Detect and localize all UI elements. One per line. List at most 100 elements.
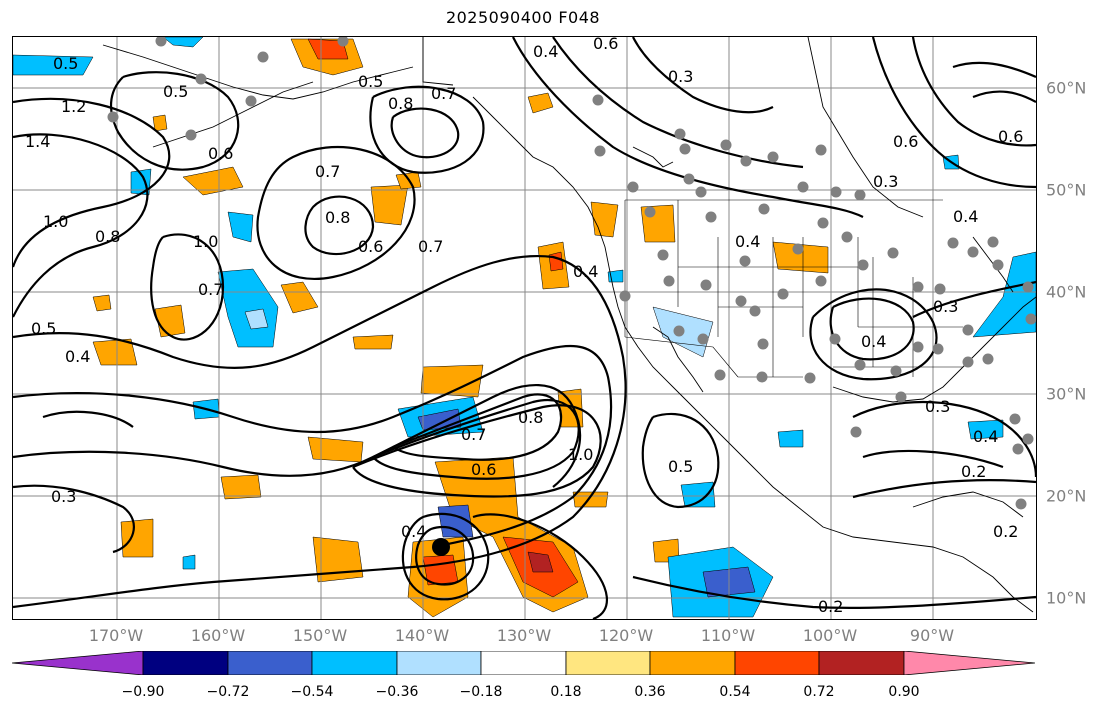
gray-station-dot-icon <box>700 279 712 291</box>
positive-anomaly-area <box>154 304 186 338</box>
contour-label: 0.4 <box>401 522 426 541</box>
lat-label: 10°N <box>1046 588 1087 608</box>
gray-station-dot-icon <box>830 186 842 198</box>
positive-anomaly-area <box>527 551 554 573</box>
gray-station-dot-icon <box>592 94 604 106</box>
contour-label: 0.2 <box>961 462 986 481</box>
gray-station-dot-icon <box>987 236 999 248</box>
gray-station-dot-icon <box>912 341 924 353</box>
gray-station-dot-icon <box>854 359 866 371</box>
contour-label: 0.5 <box>53 54 78 73</box>
contour-label: 0.2 <box>993 522 1018 541</box>
colorbar-tick: −0.18 <box>459 684 503 700</box>
contour-label: 0.4 <box>735 232 760 251</box>
colorbar-segment <box>565 651 651 675</box>
contour-label: 0.4 <box>573 262 598 281</box>
gray-station-dot-icon <box>720 139 732 151</box>
positive-anomaly-area <box>280 281 319 314</box>
colorbar-tick: −0.72 <box>206 684 250 700</box>
map-panel: 0.5 0.6 0.5 0.4 0.3 0.8 0.7 0.5 1.2 1.4 … <box>12 36 1037 620</box>
negative-anomaly-area <box>777 429 804 448</box>
gray-station-dot-icon <box>695 186 707 198</box>
map-canvas: 0.5 0.6 0.5 0.4 0.3 0.8 0.7 0.5 1.2 1.4 … <box>13 37 1036 619</box>
contour-label: 0.7 <box>461 425 486 444</box>
positive-anomaly-area <box>352 334 394 350</box>
colorbar-tick: −0.54 <box>290 684 334 700</box>
positive-anomaly-area <box>152 114 168 132</box>
gray-station-dot-icon <box>947 237 959 249</box>
gray-station-dot-icon <box>854 189 866 201</box>
colorbar-segment <box>12 651 144 675</box>
positive-anomaly-area <box>548 251 564 272</box>
lat-label: 60°N <box>1046 78 1087 98</box>
contour-label: 0.4 <box>953 207 978 226</box>
contour-label: 0.5 <box>668 457 693 476</box>
contour-label: 0.3 <box>51 487 76 506</box>
lon-label: 110°W <box>700 626 756 645</box>
gray-station-dot-icon <box>967 246 979 258</box>
lat-label: 20°N <box>1046 486 1087 506</box>
contour-lines <box>13 37 1036 619</box>
gray-station-dot-icon <box>185 129 197 141</box>
gray-station-dot-icon <box>934 283 946 295</box>
colorbar-tick: −0.36 <box>375 684 419 700</box>
gray-station-dot-icon <box>1012 443 1024 455</box>
gray-station-dot-icon <box>992 259 1004 271</box>
lon-label: 130°W <box>496 626 552 645</box>
gray-station-dot-icon <box>739 255 751 267</box>
lat-label: 30°N <box>1046 384 1087 404</box>
gray-station-dot-icon <box>890 365 902 377</box>
tropical-cyclone-marker-icon <box>432 538 450 556</box>
gray-station-dot-icon <box>1022 281 1034 293</box>
contour-label: 0.7 <box>315 162 340 181</box>
contour-label: 0.3 <box>873 172 898 191</box>
gray-station-dot-icon <box>841 231 853 243</box>
positive-anomaly-area <box>307 436 364 463</box>
colorbar-tick: 0.36 <box>634 684 666 700</box>
colorbar-segment <box>311 651 398 675</box>
contour-label: 1.0 <box>568 445 593 464</box>
gray-station-dot-icon <box>683 173 695 185</box>
colorbar-segment <box>227 651 313 675</box>
colorbar-segment <box>480 651 567 675</box>
positive-anomaly-area <box>772 241 829 274</box>
contour-label: 0.3 <box>933 297 958 316</box>
positive-anomaly-area <box>370 184 409 226</box>
colorbar-segment <box>396 651 482 675</box>
gray-station-dot-icon <box>804 372 816 384</box>
gray-station-dot-icon <box>657 249 669 261</box>
gray-station-dot-icon <box>245 95 257 107</box>
gray-station-dot-icon <box>1025 313 1036 325</box>
contour-label: 0.8 <box>518 408 543 427</box>
contour-label: 0.6 <box>471 460 496 479</box>
colorbar-tick: 0.90 <box>888 684 920 700</box>
colorbar-segment <box>142 651 229 675</box>
lon-label: 170°W <box>88 626 144 645</box>
gray-station-dot-icon <box>815 144 827 156</box>
positive-anomaly-area <box>307 38 349 60</box>
gray-station-dot-icon <box>850 426 862 438</box>
positive-anomaly-area <box>220 474 262 500</box>
gray-station-dot-icon <box>777 288 789 300</box>
contour-label: 1.2 <box>61 97 86 116</box>
gray-station-dot-icon <box>857 259 869 271</box>
contour-label: 1.0 <box>193 232 218 251</box>
gray-station-dot-icon <box>679 143 691 155</box>
lon-label: 120°W <box>598 626 654 645</box>
gray-station-dot-icon <box>792 243 804 255</box>
lon-label: 100°W <box>802 626 858 645</box>
positive-anomaly-area <box>420 364 484 398</box>
positive-anomaly-area <box>92 294 112 312</box>
contour-label: 0.6 <box>893 132 918 151</box>
contour-label: 0.7 <box>431 84 456 103</box>
contour-label: 0.8 <box>388 94 413 113</box>
contour-label: 0.6 <box>208 144 233 163</box>
contour-label: 0.7 <box>198 280 223 299</box>
contour-label: 0.5 <box>358 72 383 91</box>
contour-label: 1.0 <box>43 212 68 231</box>
gray-station-dot-icon <box>673 325 685 337</box>
negative-anomaly-area <box>162 37 204 48</box>
gray-station-dot-icon <box>195 73 207 85</box>
gray-station-dot-icon <box>697 333 709 345</box>
gray-station-dot-icon <box>155 37 167 47</box>
